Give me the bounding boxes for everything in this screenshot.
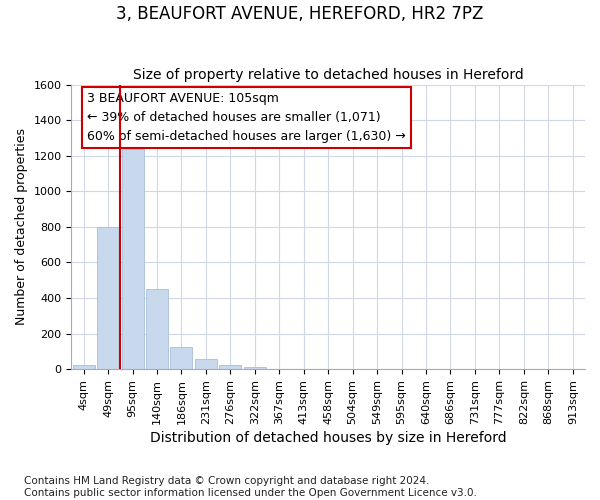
X-axis label: Distribution of detached houses by size in Hereford: Distribution of detached houses by size … <box>150 431 506 445</box>
Bar <box>195 358 217 369</box>
Text: 3, BEAUFORT AVENUE, HEREFORD, HR2 7PZ: 3, BEAUFORT AVENUE, HEREFORD, HR2 7PZ <box>116 5 484 23</box>
Text: 3 BEAUFORT AVENUE: 105sqm
← 39% of detached houses are smaller (1,071)
60% of se: 3 BEAUFORT AVENUE: 105sqm ← 39% of detac… <box>87 92 406 142</box>
Bar <box>244 366 266 369</box>
Bar <box>220 365 241 369</box>
Y-axis label: Number of detached properties: Number of detached properties <box>15 128 28 326</box>
Text: Contains HM Land Registry data © Crown copyright and database right 2024.
Contai: Contains HM Land Registry data © Crown c… <box>24 476 477 498</box>
Bar <box>170 347 193 369</box>
Bar <box>122 148 143 369</box>
Bar <box>73 365 95 369</box>
Bar <box>146 289 168 369</box>
Bar <box>97 227 119 369</box>
Title: Size of property relative to detached houses in Hereford: Size of property relative to detached ho… <box>133 68 524 82</box>
